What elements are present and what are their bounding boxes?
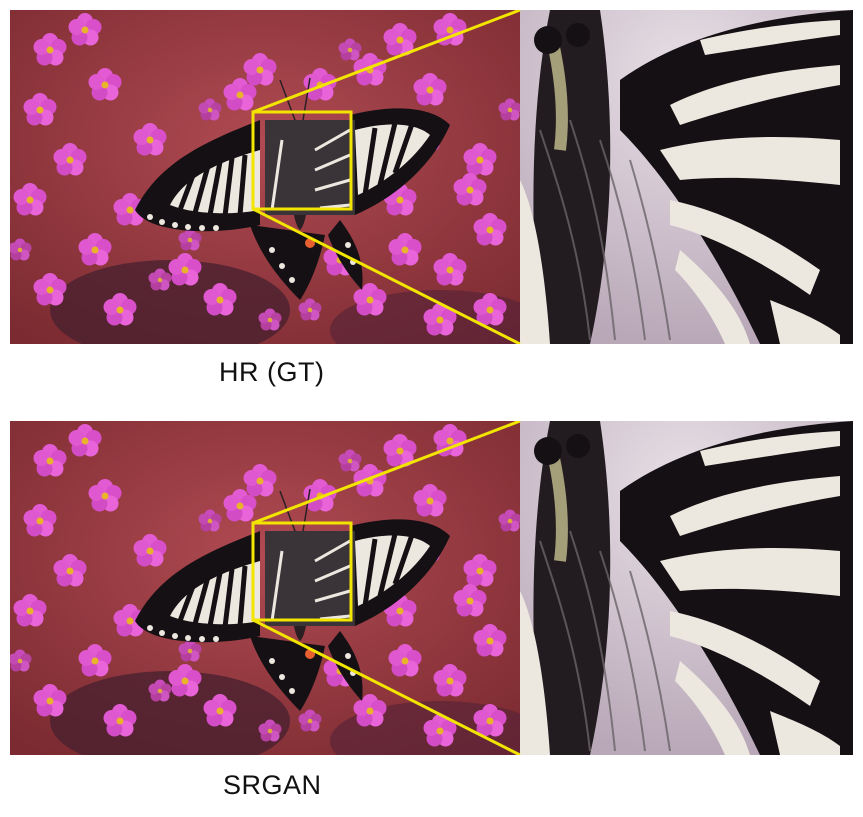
full-scene-image — [10, 421, 520, 755]
panel-caption: SRGAN — [223, 770, 322, 800]
hr-gt-panel — [0, 10, 863, 344]
panel-caption: HR (GT) — [219, 357, 325, 387]
zoomed-crop-image — [520, 421, 853, 755]
srgan-panel — [0, 421, 863, 755]
zoomed-crop-image — [520, 10, 853, 344]
full-scene-image — [10, 10, 520, 344]
